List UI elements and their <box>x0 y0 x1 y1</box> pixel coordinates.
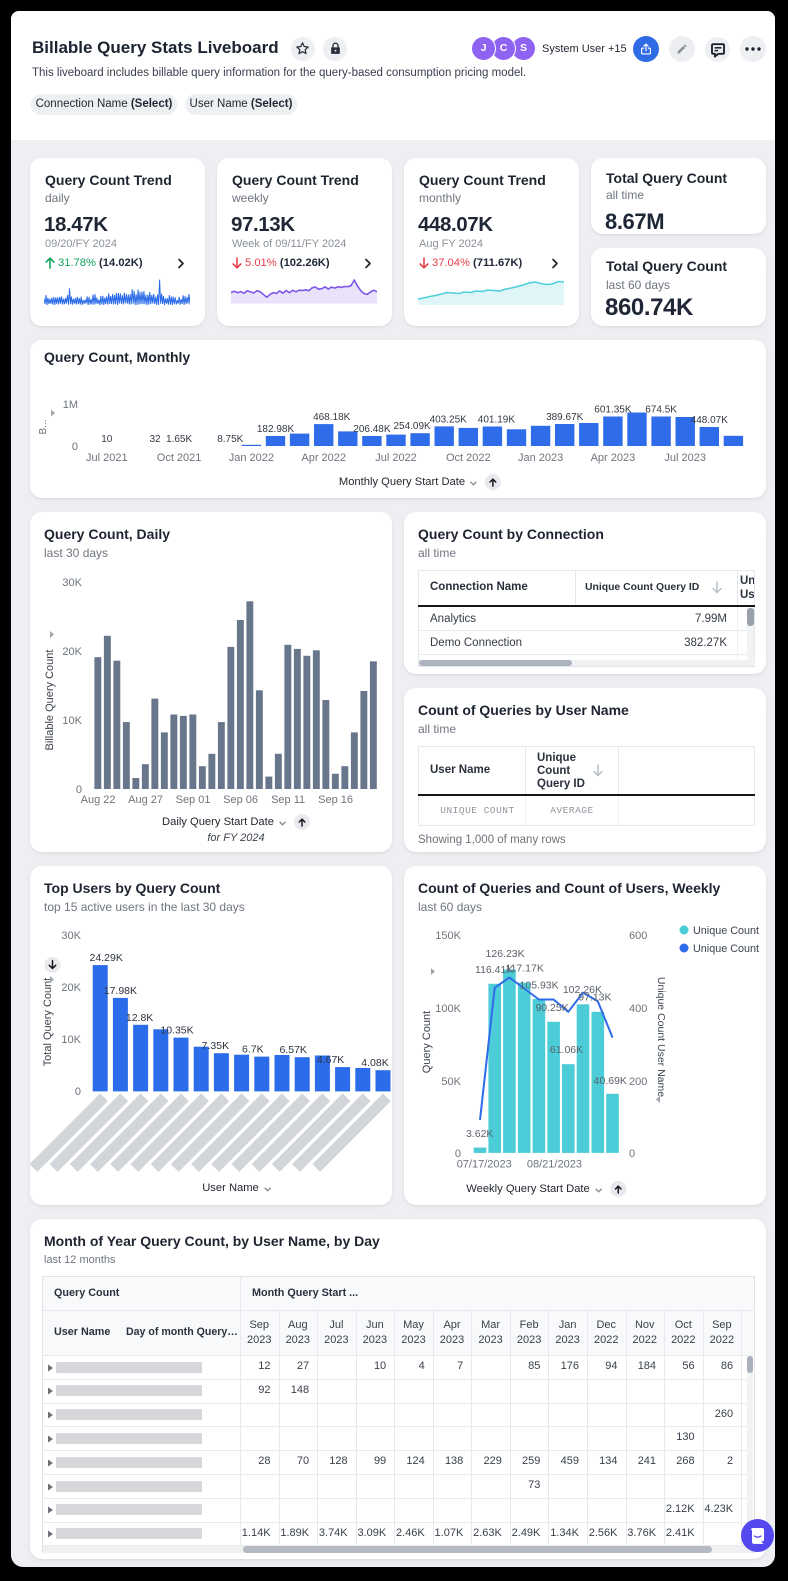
svg-text:601.35K: 601.35K <box>594 405 632 416</box>
svg-text:30K: 30K <box>62 577 82 589</box>
svg-text:4.08K: 4.08K <box>361 1057 388 1069</box>
svg-text:Sep 11: Sep 11 <box>271 794 305 806</box>
svg-text:Jul 2023: Jul 2023 <box>664 452 706 464</box>
svg-text:674.5K: 674.5K <box>645 405 677 416</box>
svg-text:24.29K: 24.29K <box>90 952 123 964</box>
svg-text:Unique Count User Name: Unique Count User Name <box>655 977 667 1097</box>
svg-text:254.09K: 254.09K <box>393 421 431 432</box>
svg-text:0: 0 <box>72 441 78 453</box>
svg-text:182.98K: 182.98K <box>257 424 295 435</box>
svg-text:100K: 100K <box>435 1003 461 1015</box>
svg-text:97.13K: 97.13K <box>578 992 611 1004</box>
svg-text:1.65K: 1.65K <box>166 434 192 445</box>
svg-text:10K: 10K <box>61 1034 81 1046</box>
svg-text:50K: 50K <box>441 1076 461 1088</box>
svg-text:20K: 20K <box>62 646 82 658</box>
svg-text:Sep 06: Sep 06 <box>223 794 258 806</box>
svg-text:0: 0 <box>76 784 82 796</box>
svg-text:Apr 2022: Apr 2022 <box>301 452 346 464</box>
svg-text:4.67K: 4.67K <box>317 1054 344 1066</box>
svg-text:Jul 2021: Jul 2021 <box>86 452 128 464</box>
svg-text:401.19K: 401.19K <box>478 415 516 426</box>
svg-text:448.07K: 448.07K <box>691 415 729 426</box>
svg-text:Total Query Count: Total Query Count <box>42 978 54 1067</box>
svg-text:8.75K: 8.75K <box>217 434 243 445</box>
svg-text:10: 10 <box>101 434 113 445</box>
svg-text:468.18K: 468.18K <box>313 412 351 423</box>
svg-text:Jan 2023: Jan 2023 <box>518 452 563 464</box>
svg-text:117.17K: 117.17K <box>506 963 544 975</box>
svg-text:61.06K: 61.06K <box>550 1044 583 1056</box>
svg-text:Aug 27: Aug 27 <box>128 794 163 806</box>
svg-text:Oct 2021: Oct 2021 <box>157 452 202 464</box>
svg-text:Query Count: Query Count <box>421 1011 433 1073</box>
svg-text:403.25K: 403.25K <box>430 414 468 425</box>
svg-text:Jul 2022: Jul 2022 <box>375 452 417 464</box>
svg-text:30K: 30K <box>61 930 81 942</box>
svg-text:3.62K: 3.62K <box>466 1128 493 1140</box>
svg-text:Unique Count: Unique Count <box>693 925 759 937</box>
svg-text:0: 0 <box>629 1148 635 1160</box>
svg-text:40.69K: 40.69K <box>594 1075 627 1087</box>
svg-text:389.67K: 389.67K <box>546 412 584 423</box>
svg-text:400: 400 <box>629 1003 647 1015</box>
svg-text:6.7K: 6.7K <box>242 1044 264 1056</box>
svg-text:200: 200 <box>629 1076 647 1088</box>
svg-text:0: 0 <box>455 1148 461 1160</box>
svg-text:206.48K: 206.48K <box>353 424 391 435</box>
svg-text:Apr 2023: Apr 2023 <box>591 452 636 464</box>
svg-text:Sep 01: Sep 01 <box>176 794 211 806</box>
svg-text:600: 600 <box>629 930 647 942</box>
svg-text:08/21/2023: 08/21/2023 <box>527 1159 582 1171</box>
svg-text:Billable Query Count: Billable Query Count <box>44 650 56 751</box>
svg-text:1M: 1M <box>63 399 78 411</box>
svg-text:126.23K: 126.23K <box>486 948 525 960</box>
svg-text:116.41K: 116.41K <box>475 964 513 976</box>
svg-text:B...: B... <box>38 419 49 434</box>
svg-text:Jan 2022: Jan 2022 <box>229 452 274 464</box>
svg-text:105.93K: 105.93K <box>520 980 559 992</box>
svg-text:Aug 22: Aug 22 <box>81 794 116 806</box>
svg-text:12.8K: 12.8K <box>126 1012 153 1024</box>
svg-text:150K: 150K <box>435 930 461 942</box>
svg-text:0: 0 <box>75 1086 81 1098</box>
svg-text:90.25K: 90.25K <box>535 1002 568 1014</box>
svg-text:20K: 20K <box>61 982 81 994</box>
svg-text:102.26K: 102.26K <box>563 984 602 996</box>
svg-text:6.57K: 6.57K <box>279 1044 306 1056</box>
svg-text:17.98K: 17.98K <box>104 985 137 997</box>
svg-text:10.35K: 10.35K <box>160 1025 193 1037</box>
svg-text:Sep 16: Sep 16 <box>318 794 353 806</box>
svg-text:Oct 2022: Oct 2022 <box>446 452 491 464</box>
svg-text:Unique Count: Unique Count <box>693 943 759 955</box>
svg-text:32: 32 <box>149 434 161 445</box>
svg-text:7.35K: 7.35K <box>202 1040 229 1052</box>
svg-text:07/17/2023: 07/17/2023 <box>457 1159 512 1171</box>
svg-text:10K: 10K <box>62 715 82 727</box>
